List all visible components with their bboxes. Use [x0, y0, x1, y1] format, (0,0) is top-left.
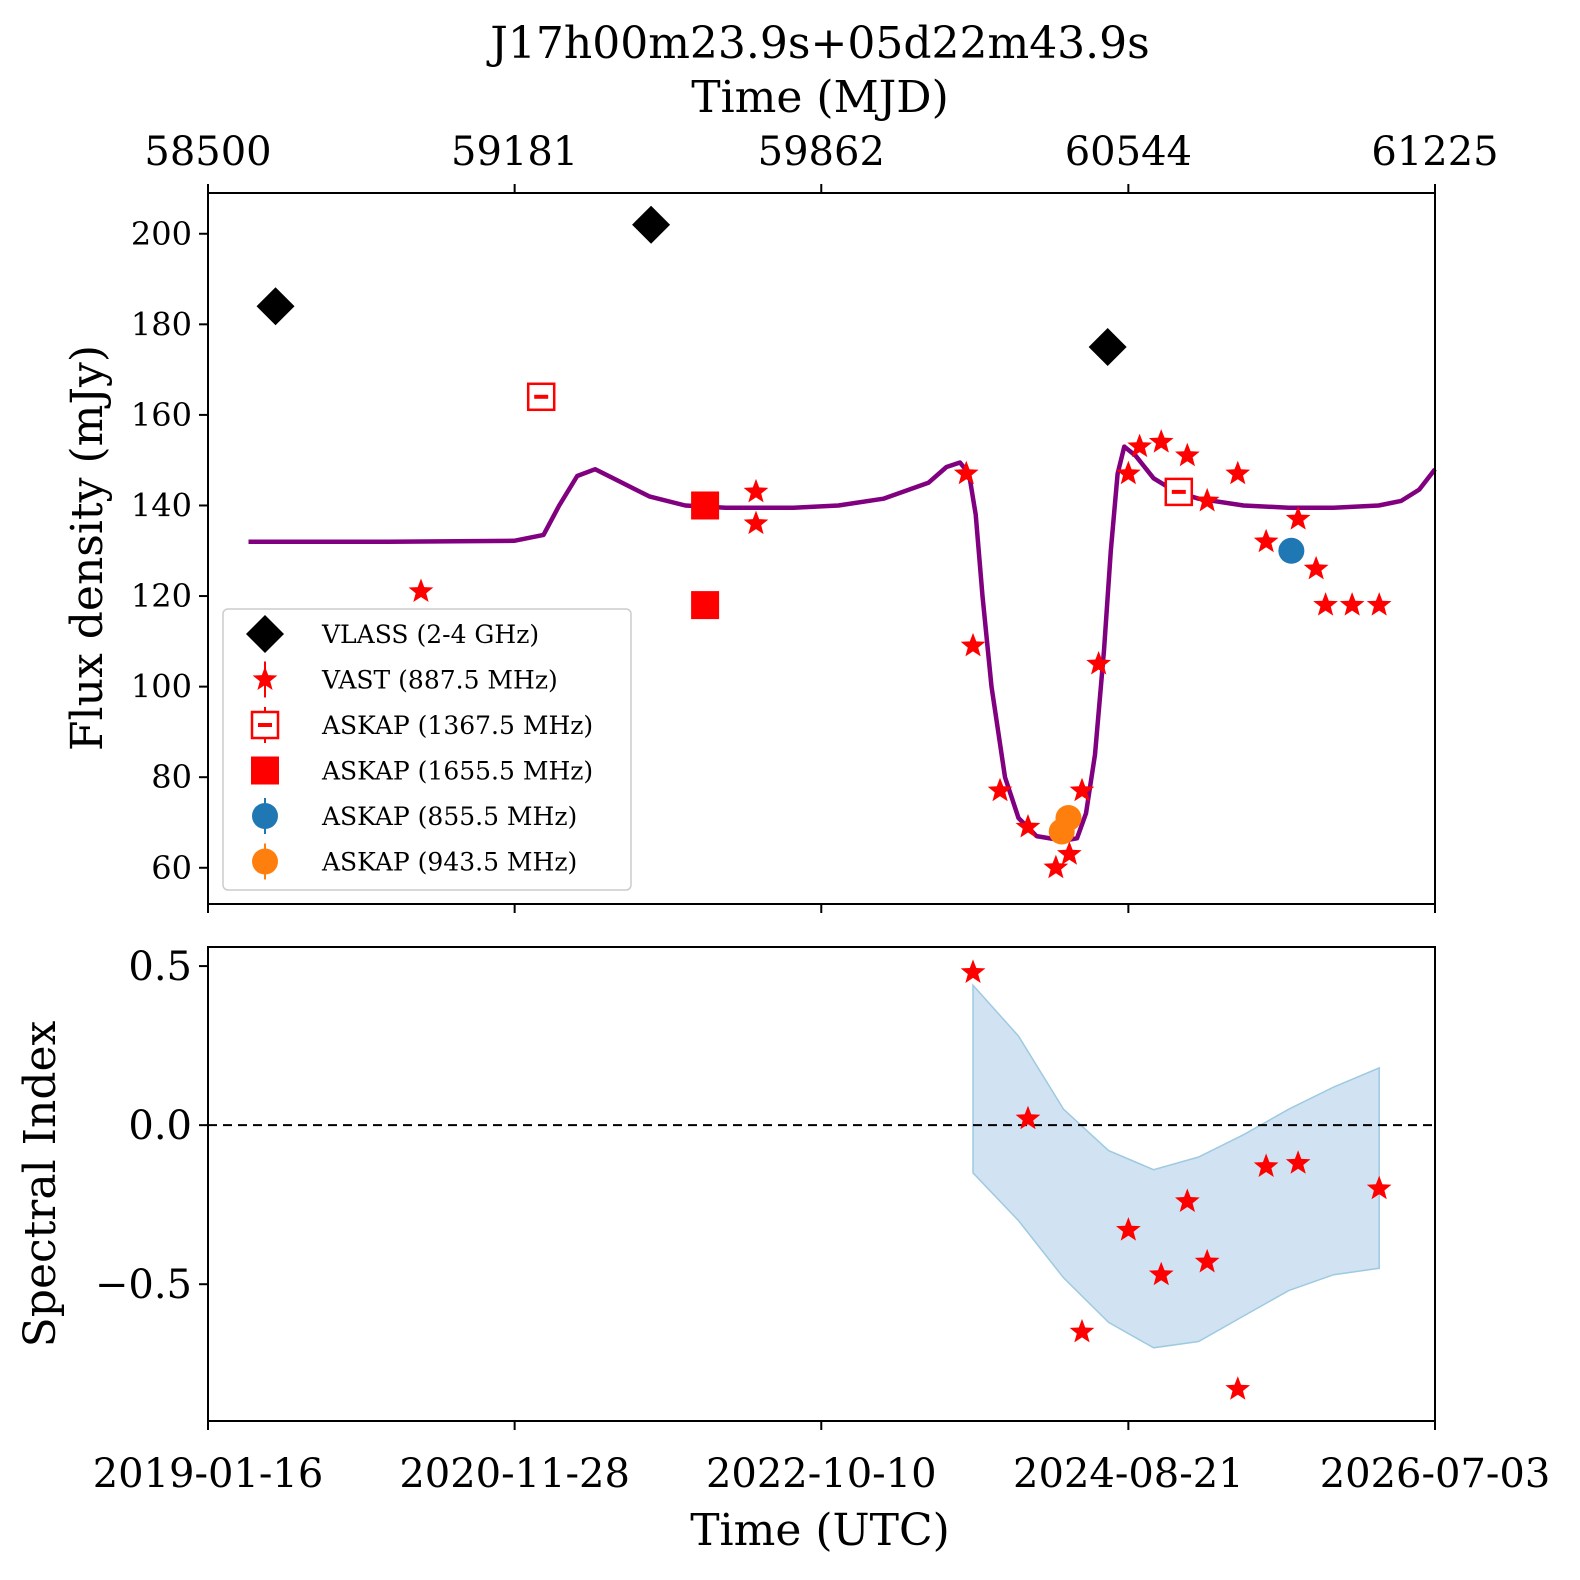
- flux-point-star: [953, 460, 979, 485]
- top-tick-label: 58500: [144, 129, 271, 175]
- legend-label: ASKAP (1367.5 MHz): [321, 711, 593, 740]
- flux-y-tick-label: 120: [131, 577, 192, 615]
- legend-label: ASKAP (855.5 MHz): [321, 802, 577, 831]
- flux-point-star: [1043, 854, 1069, 879]
- spectral-point-star: [1194, 1248, 1220, 1273]
- flux-point-star: [743, 510, 769, 535]
- legend-marker-circle: [252, 803, 278, 829]
- spectral-point-star: [1253, 1153, 1279, 1177]
- flux-point-star: [1303, 555, 1329, 580]
- legend: VLASS (2-4 GHz) VAST (887.5 MHz) ASKAP (13…: [222, 608, 632, 891]
- spectral-y-tick-label: 0.5: [128, 944, 192, 990]
- flux-point-star: [1225, 460, 1251, 485]
- legend-marker-circle: [252, 848, 278, 875]
- flux-point-star: [1015, 814, 1041, 838]
- flux-point-circle: [1055, 804, 1082, 831]
- spectral-y-tick-label: 0.0: [128, 1103, 192, 1149]
- flux-point-star: [1086, 651, 1111, 675]
- flux-point-diamond: [632, 205, 671, 244]
- chart-title: J17h00m23.9s+05d22m43.9s: [486, 18, 1150, 69]
- flux-point-star: [1127, 433, 1152, 458]
- spectral-marks: [960, 959, 1392, 1400]
- flux-point-star: [1253, 528, 1279, 553]
- spectral-index-band: [972, 983, 1380, 1349]
- flux-point-star: [408, 578, 434, 602]
- spectral-point-star: [960, 959, 986, 983]
- flux-point-star: [1366, 592, 1392, 616]
- spectral-point-star: [1116, 1217, 1141, 1241]
- flux-point-diamond: [1088, 327, 1127, 366]
- flux-y-tick-label: 100: [131, 668, 192, 706]
- legend-label: ASKAP (1655.5 MHz): [321, 757, 593, 786]
- flux-y-tick-label: 160: [131, 396, 192, 434]
- flux-point-diamond: [256, 287, 295, 326]
- flux-y-ticks: 60 80 100 120 140 160 180 200: [131, 215, 208, 887]
- flux-panel: [248, 205, 1437, 879]
- spectral-point-star: [1015, 1105, 1041, 1130]
- spectral-point-star: [1285, 1150, 1311, 1174]
- spectral-panel: [208, 959, 1435, 1400]
- top-tick-label: 59862: [758, 129, 885, 175]
- flux-point-square: [691, 591, 720, 620]
- flux-point-circle: [1278, 537, 1305, 564]
- flux-x-ticks: [207, 904, 1436, 913]
- top-tick-label: 60544: [1065, 129, 1192, 175]
- legend-label: VAST (887.5 MHz): [321, 666, 558, 695]
- spectral-point-star: [1175, 1188, 1200, 1212]
- flux-y-tick-label: 140: [131, 486, 192, 524]
- spectral-point-star: [1366, 1175, 1392, 1200]
- spectral-point-star: [1069, 1318, 1095, 1343]
- flux-point-square: [691, 491, 720, 520]
- legend-marker-diamond: [246, 615, 284, 653]
- spectral-y-ticks: 0.5 0.0 −0.5: [95, 944, 208, 1308]
- spectral-point-star: [1148, 1261, 1174, 1286]
- spectral-x-tick-label: 2019-01-16: [93, 1451, 324, 1497]
- flux-point-star: [1175, 442, 1200, 467]
- x-axis-label: Time (UTC): [690, 1505, 950, 1556]
- legend-label: ASKAP (943.5 MHz): [321, 848, 577, 877]
- spectral-x-tick-label: 2020-11-28: [399, 1451, 630, 1497]
- flux-point-star: [1057, 841, 1082, 865]
- flux-point-star: [1285, 506, 1311, 530]
- spectral-x-tick-label: 2022-10-10: [706, 1451, 937, 1497]
- legend-box: [222, 608, 632, 891]
- flux-point-star: [960, 632, 986, 657]
- spectral-y-tick-label: −0.5: [95, 1262, 192, 1308]
- flux-point-star: [1313, 592, 1338, 616]
- flux-y-tick-label: 180: [131, 305, 192, 343]
- legend-marker-square: [251, 756, 279, 785]
- top-tick-label: 59181: [451, 129, 578, 175]
- flux-point-star: [1069, 777, 1095, 802]
- flux-point-star: [1148, 429, 1174, 453]
- flux-point-star: [1116, 460, 1141, 485]
- spectral-x-tick-label: 2026-07-03: [1320, 1451, 1551, 1497]
- spectral-point-star: [1225, 1376, 1251, 1400]
- flux-y-tick-label: 80: [151, 758, 192, 796]
- spectral-x-ticks: 2019-01-16 2020-11-28 2022-10-10 2024-08-21…: [93, 1421, 1551, 1497]
- flux-y-tick-label: 60: [151, 849, 192, 887]
- flux-point-star: [1194, 487, 1220, 512]
- flux-y-label: Flux density (mJy): [62, 345, 113, 751]
- legend-marker-star: [252, 666, 278, 690]
- spectral-y-label: Spectral Index: [15, 1020, 66, 1347]
- flux-marks: [248, 205, 1437, 879]
- top-axis-label: Time (MJD): [691, 72, 948, 123]
- flux-point-star: [1339, 592, 1365, 616]
- flux-point-star: [987, 777, 1013, 802]
- legend-label: VLASS (2-4 GHz): [321, 620, 539, 649]
- top-axis-ticks: 58500 59181 59862 60544 61225: [144, 129, 1499, 193]
- top-tick-label: 61225: [1371, 129, 1498, 175]
- spectral-x-tick-label: 2024-08-21: [1013, 1451, 1244, 1497]
- flux-point-star: [743, 478, 769, 503]
- flux-y-tick-label: 200: [131, 215, 192, 253]
